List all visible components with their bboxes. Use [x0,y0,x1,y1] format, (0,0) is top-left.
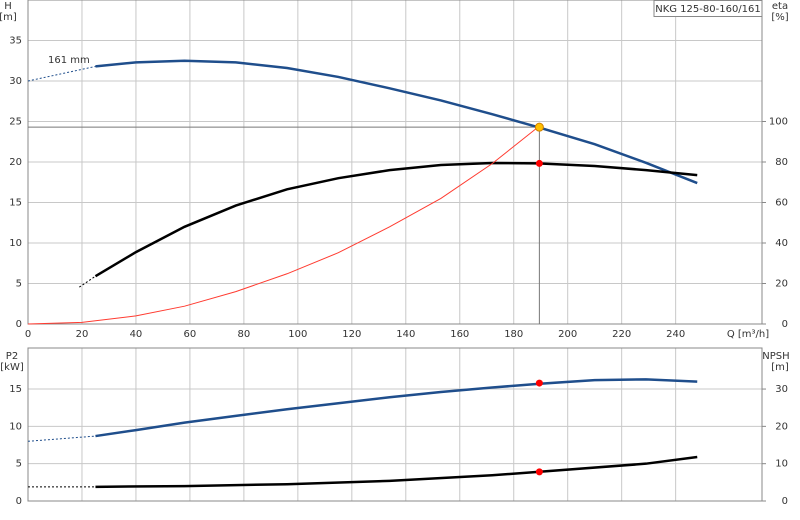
x-tick-label: 240 [666,329,685,340]
y2-tick-label: 100 [769,117,788,128]
y2-tick-label: 20 [775,279,788,290]
x-tick-label: 0 [25,329,31,340]
x-tick-label: 180 [504,329,523,340]
x-tick-label: 20 [76,329,89,340]
y-tick-label: 35 [9,36,22,47]
y-axis-label: H [4,1,12,12]
y-tick-label: 10 [9,238,22,249]
curve [27,435,96,442]
y-tick-label: 5 [16,459,22,470]
x-tick-label: 220 [612,329,631,340]
plot-frame [27,0,763,325]
y-tick-label: 15 [9,198,22,209]
operating-point [535,159,543,167]
y-tick-label: 10 [9,421,22,432]
x-tick-label: 60 [184,329,197,340]
y-axis-label: P2 [6,351,18,362]
x-tick-label: 140 [396,329,415,340]
y-tick-label: 25 [9,117,22,128]
x-tick-label: 80 [238,329,251,340]
curve [27,126,539,325]
curve [94,161,698,278]
chart-title: NKG 125-80-160/161 [655,4,761,15]
y2-axis-unit: [%] [771,12,788,23]
x-tick-label: 100 [288,329,307,340]
y-tick-label: 30 [9,76,22,87]
operating-point [535,468,543,476]
plot-frame [27,347,763,502]
y2-axis-label: eta [772,1,788,12]
curve [27,65,96,82]
y-tick-label: 15 [9,384,22,395]
x-axis-label: Q [m³/h] [727,329,769,340]
x-tick-label: 160 [450,329,469,340]
operating-point [535,379,543,387]
curve [95,455,698,489]
y2-tick-label: 10 [775,459,788,470]
x-tick-label: 120 [342,329,361,340]
y2-tick-label: 60 [775,198,788,209]
y2-tick-label: 0 [782,319,788,330]
curve [95,59,698,185]
y-tick-label: 5 [16,279,22,290]
y-axis-unit: [kW] [0,362,24,373]
y-axis-unit: [m] [0,12,17,23]
y-tick-label: 20 [9,157,22,168]
y2-tick-label: 20 [775,421,788,432]
y2-tick-label: 80 [775,157,788,168]
y-tick-label: 0 [16,319,22,330]
curve [78,275,96,288]
y2-tick-label: 40 [775,238,788,249]
y2-tick-label: 30 [775,384,788,395]
operating-point [534,122,544,132]
y2-axis-unit: [m] [771,362,789,373]
y-tick-label: 0 [16,496,22,507]
x-tick-label: 200 [558,329,577,340]
title-box [653,0,763,17]
x-tick-label: 40 [130,329,143,340]
curve-annotation: 161 mm [48,55,90,66]
y2-tick-label: 0 [782,496,788,507]
curve [95,378,698,438]
y2-axis-label: NPSH [762,351,789,362]
